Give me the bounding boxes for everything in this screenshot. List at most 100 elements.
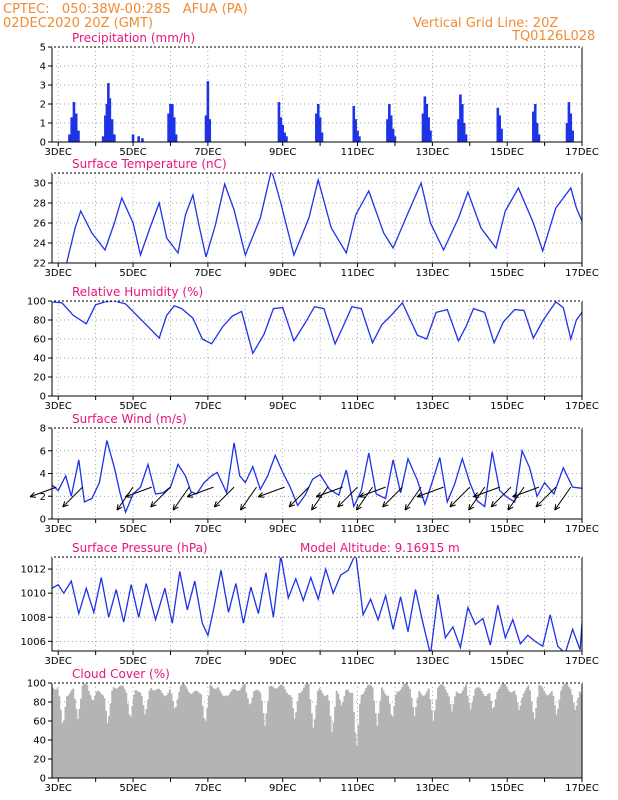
cloud-bar <box>159 690 162 778</box>
y-tick-label: 0 <box>40 515 46 526</box>
cloud-bar <box>262 713 265 778</box>
cloud-bar <box>366 685 369 778</box>
cloud-bar <box>496 691 499 778</box>
cloud-bar <box>301 690 304 778</box>
y-tick-label: 28 <box>33 199 46 210</box>
cloud-bar <box>145 708 148 778</box>
cloud-bar <box>153 690 156 778</box>
precip-bar <box>535 123 539 142</box>
cloud-bar <box>394 694 397 778</box>
cloud-bar <box>416 697 419 778</box>
cloud-bar <box>179 685 182 778</box>
wind-arrow-head <box>213 501 217 508</box>
cloud-bar <box>288 694 291 778</box>
cloud-bar <box>64 706 67 778</box>
y-tick-label: 20 <box>33 755 46 766</box>
x-tick-label: 13DEC <box>415 147 449 158</box>
wind-arrow <box>311 486 329 511</box>
precip-bar <box>532 111 535 142</box>
cloud-bar <box>246 698 249 778</box>
wind-arrow-head <box>404 506 411 511</box>
cloud-bar <box>371 687 374 778</box>
cloud-bar <box>106 723 109 778</box>
cloud-bar <box>468 702 471 778</box>
cloud-bar <box>564 683 567 778</box>
precip-bar <box>393 136 397 142</box>
cloud-bar <box>176 699 179 778</box>
cloud-bar <box>357 724 360 778</box>
x-tick-label: 15DEC <box>490 147 524 158</box>
cloud-bar <box>465 684 468 778</box>
cloud-bar <box>293 718 296 778</box>
cloud-bar <box>237 691 240 778</box>
cloud-bar <box>220 693 223 778</box>
wind-arrow-head <box>30 496 37 498</box>
precip-bar <box>141 138 144 142</box>
cloud-bar <box>354 732 357 778</box>
cloud-bar <box>563 683 566 778</box>
cloud-bar <box>234 689 237 778</box>
y-tick-label: 1 <box>40 119 46 130</box>
x-tick-label: 9DEC <box>269 268 296 279</box>
cloud-bar <box>380 687 383 778</box>
panel-title: Cloud Cover (%) <box>72 667 170 681</box>
cloud-bar <box>365 687 368 778</box>
y-tick-label: 2 <box>40 492 46 503</box>
y-tick-label: 20 <box>33 373 46 384</box>
cloud-bar <box>94 695 97 778</box>
wind-arrow <box>187 486 214 498</box>
cloud-bar <box>95 691 98 778</box>
cloud-bar <box>142 705 145 778</box>
wind-arrow <box>359 486 386 498</box>
x-tick-label: 9DEC <box>269 524 296 535</box>
cloud-bar <box>72 688 75 778</box>
wind-arrow <box>337 486 358 508</box>
cloud-bar <box>296 701 299 778</box>
cloud-bar <box>203 718 206 778</box>
cloud-bar <box>404 683 407 778</box>
cloud-bar <box>340 705 343 778</box>
wind-arrow <box>404 486 422 511</box>
cloud-bar <box>140 695 143 778</box>
precip-bar <box>167 113 170 142</box>
cloud-bar <box>510 692 513 778</box>
cloud-bar <box>505 686 508 778</box>
cloud-bar <box>267 700 270 778</box>
cloud-bar <box>324 696 327 778</box>
cloud-bar <box>471 702 474 778</box>
cloud-bar <box>108 715 111 778</box>
precip-bar <box>567 102 571 142</box>
x-tick-label: 7DEC <box>194 268 221 279</box>
cloud-bar <box>231 690 234 778</box>
cloud-bar <box>299 692 302 778</box>
precip-bar <box>457 119 460 142</box>
cloud-bar <box>195 690 198 778</box>
cloud-bar <box>527 685 530 778</box>
y-tick-label: 8 <box>40 424 46 435</box>
cloud-bar <box>410 697 413 778</box>
cloud-bar <box>399 689 402 778</box>
wind-arrow <box>507 486 525 511</box>
wind-arrow <box>382 486 403 508</box>
datetime-header: 02DEC2020 20Z (GMT) <box>3 16 154 31</box>
cloud-bar <box>204 720 207 778</box>
cloud-bar <box>131 705 134 778</box>
cloud-bar <box>449 703 452 778</box>
wind-arrow-head <box>288 504 295 508</box>
precip-bar <box>537 134 541 142</box>
cloud-bar <box>78 708 81 778</box>
x-tick-label: 5DEC <box>119 401 146 412</box>
cloud-bar <box>430 710 433 778</box>
wind-arrow-head <box>554 506 561 511</box>
cloud-bar <box>270 685 273 778</box>
cloud-bar <box>170 693 173 778</box>
y-tick-label: 0 <box>40 392 46 403</box>
wind-arrow-head <box>62 501 66 508</box>
cloud-bar <box>447 696 450 778</box>
x-tick-label: 15DEC <box>490 524 524 535</box>
cloud-bar <box>524 690 527 778</box>
cloud-bar <box>114 688 117 778</box>
cloud-bar <box>552 695 555 778</box>
wind-arrow-head <box>186 492 192 498</box>
cloud-bar <box>413 716 416 778</box>
